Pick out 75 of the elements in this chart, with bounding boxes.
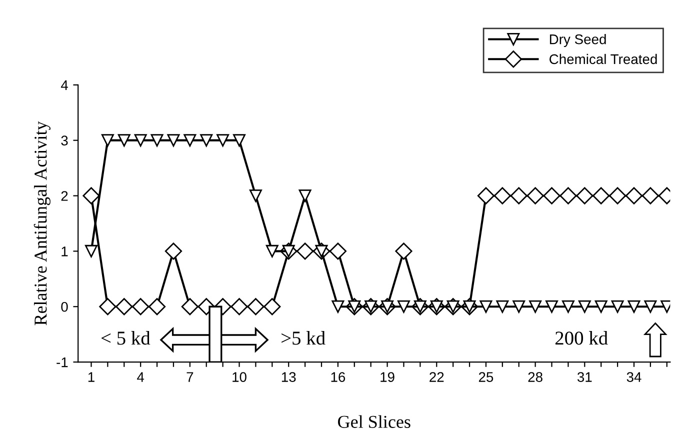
point xyxy=(99,298,116,316)
y-tick-label: 2 xyxy=(61,191,68,201)
point xyxy=(529,300,542,313)
x-tick-label: 19 xyxy=(380,372,394,382)
point xyxy=(132,298,150,316)
point xyxy=(84,244,98,258)
point xyxy=(576,187,594,204)
point xyxy=(118,134,130,147)
point xyxy=(496,300,509,313)
x-tick-label: 1 xyxy=(88,372,94,382)
x-tick-label: 13 xyxy=(282,372,296,382)
point xyxy=(395,242,412,260)
point xyxy=(594,300,608,313)
point xyxy=(477,187,495,204)
x-tick-label: 4 xyxy=(137,372,144,382)
point xyxy=(184,134,196,147)
point xyxy=(562,300,574,313)
point xyxy=(560,187,577,204)
x-axis-title: Gel Slices xyxy=(338,415,410,428)
point xyxy=(608,187,626,204)
x-tick-label: 16 xyxy=(331,372,346,382)
point xyxy=(494,187,511,204)
y-tick-label: 4 xyxy=(60,80,68,90)
point xyxy=(526,187,544,204)
annotation: >5 kd xyxy=(282,331,326,345)
x-tick-label: 25 xyxy=(478,372,494,382)
point xyxy=(546,300,558,313)
y-tick-label: 3 xyxy=(61,136,68,146)
point xyxy=(296,242,314,260)
legend-label: Chemical Treated xyxy=(550,54,657,64)
point xyxy=(164,242,182,260)
point xyxy=(101,134,114,147)
point xyxy=(247,298,264,316)
point xyxy=(329,242,346,260)
point xyxy=(510,187,528,204)
point xyxy=(480,300,492,313)
x-tick-label: 28 xyxy=(528,372,542,382)
point xyxy=(148,298,166,316)
point xyxy=(578,300,591,313)
point xyxy=(167,134,180,147)
y-tick-label: 1 xyxy=(62,246,68,256)
point xyxy=(200,134,213,147)
point xyxy=(116,298,133,316)
point xyxy=(233,134,246,147)
x-tick-label: 31 xyxy=(577,372,592,382)
legend-label: Dry Seed xyxy=(550,34,606,47)
point xyxy=(397,300,410,313)
point xyxy=(264,298,281,316)
point xyxy=(611,300,624,313)
point xyxy=(298,190,312,202)
point xyxy=(216,134,230,147)
point xyxy=(543,187,560,204)
point xyxy=(181,298,198,316)
y-tick-label: 0 xyxy=(61,302,68,312)
y-axis-title: Relative Antifungal Activity xyxy=(34,121,50,326)
point xyxy=(642,187,659,204)
x-tick-label: 7 xyxy=(186,372,194,382)
point xyxy=(230,298,248,316)
point xyxy=(134,134,147,147)
x-tick-label: 10 xyxy=(232,372,246,382)
point xyxy=(332,300,344,313)
point xyxy=(625,187,643,204)
point xyxy=(512,300,526,313)
y-tick-label: -1 xyxy=(56,358,68,368)
point xyxy=(150,134,164,147)
annotation: 200 kd xyxy=(555,331,608,345)
point xyxy=(644,300,657,313)
point xyxy=(592,187,610,204)
point xyxy=(249,190,262,202)
point xyxy=(628,300,640,313)
point xyxy=(82,187,100,204)
x-tick-label: 22 xyxy=(430,372,444,382)
point xyxy=(266,244,278,258)
x-tick-label: 34 xyxy=(626,372,642,382)
annotation: < 5 kd xyxy=(101,331,150,345)
